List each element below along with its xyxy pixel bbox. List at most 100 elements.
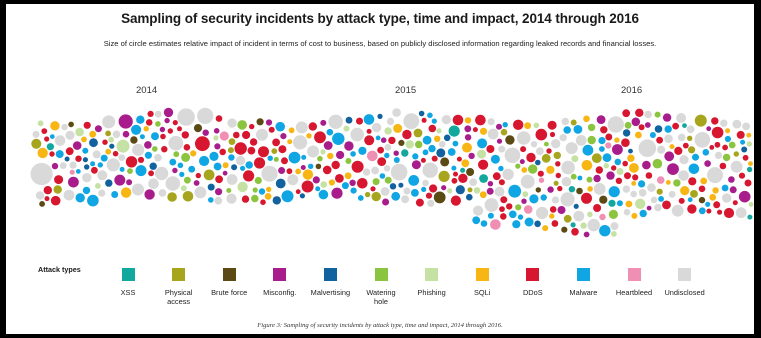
incident-bubble [561,226,568,233]
incident-bubble [547,186,554,193]
incident-bubble [226,188,232,193]
incident-bubble [35,191,45,200]
incident-bubble [431,118,437,124]
incident-bubble [581,192,592,204]
incident-bubble [698,207,706,215]
incident-bubble [155,121,161,127]
incident-bubble [542,225,549,232]
incident-bubble [427,112,433,119]
incident-bubble [520,174,535,189]
incident-bubble [608,186,620,198]
incident-bubble [504,147,521,164]
incident-bubble [315,186,321,192]
incident-bubble [559,133,567,142]
incident-bubble [393,157,400,163]
legend-label: Watering hole [366,288,396,306]
incident-bubble [431,155,438,162]
incident-bubble [729,186,737,194]
incident-bubble [55,150,64,159]
incident-bubble [75,155,82,162]
incident-bubble [372,178,380,186]
incident-bubble [682,123,687,128]
incident-bubble [214,196,223,205]
incident-bubble [213,128,220,134]
incident-bubble [462,142,472,153]
incident-bubble [89,138,98,148]
incident-bubble [177,126,182,132]
incident-bubble [413,128,423,138]
incident-bubble [357,178,368,189]
incident-bubble [132,183,144,196]
incident-bubble [403,187,411,195]
incident-bubble [546,165,555,174]
incident-bubble [68,121,74,128]
incident-bubble [222,170,228,176]
incident-bubble [652,158,663,169]
incident-bubble [307,145,320,158]
incident-bubble [706,126,712,132]
incident-bubble [541,153,551,163]
incident-bubble [484,198,499,212]
incident-bubble [627,154,635,162]
incident-bubble [744,179,752,187]
incident-bubble [323,141,333,150]
incident-bubble [665,180,671,185]
incident-bubble [571,155,579,163]
incident-bubble [557,185,563,192]
incident-bubble [680,186,690,196]
incident-bubble [422,135,432,145]
incident-bubble [560,192,575,207]
incident-bubble [182,191,194,202]
incident-bubble [382,198,390,206]
incident-bubble [524,217,534,227]
legend-swatch [222,268,236,281]
incident-bubble [576,187,583,195]
incident-bubble [555,161,561,167]
incident-bubble [87,194,99,207]
incident-bubble [148,170,155,177]
incident-bubble [194,186,207,199]
legend-label: Misconfig. [263,288,297,297]
year-label-2016: 2016 [621,85,643,96]
incident-bubble [535,187,541,193]
incident-bubble [700,177,708,185]
incident-bubble [148,178,159,189]
incident-bubble [388,136,396,145]
incident-bubble [668,190,676,198]
incident-bubble [32,130,40,138]
incident-bubble [658,196,664,202]
incident-bubble [573,203,579,209]
incident-bubble [160,133,166,140]
incident-bubble [234,142,247,155]
incident-bubble [687,135,693,141]
incident-bubble [41,128,48,134]
incident-bubble [53,185,62,194]
incident-bubble [425,192,433,199]
incident-bubble [645,172,653,179]
incident-bubble [95,183,101,189]
incident-bubble [50,121,60,131]
incident-bubble [530,141,538,148]
incident-bubble [583,231,590,238]
incident-bubble [415,140,423,149]
incident-bubble [301,180,314,193]
incident-bubble [349,179,356,186]
incident-bubble [390,163,408,181]
incident-bubble [272,138,280,147]
incident-bubble [149,162,157,170]
incident-bubble [671,204,684,217]
incident-bubble [498,165,504,172]
incident-bubble [190,150,197,157]
incident-bubble [308,122,317,131]
incident-bubble [341,182,349,190]
legend-swatch [172,268,186,281]
incident-bubble [344,141,354,151]
incident-bubble [477,138,488,149]
incident-bubble [295,121,308,134]
incident-bubble [678,197,685,204]
incident-bubble [512,220,521,229]
legend-item-misconfig: Misconfig. [245,268,315,297]
incident-bubble [308,163,314,169]
incident-bubble [479,191,487,199]
incident-bubble [638,139,657,157]
